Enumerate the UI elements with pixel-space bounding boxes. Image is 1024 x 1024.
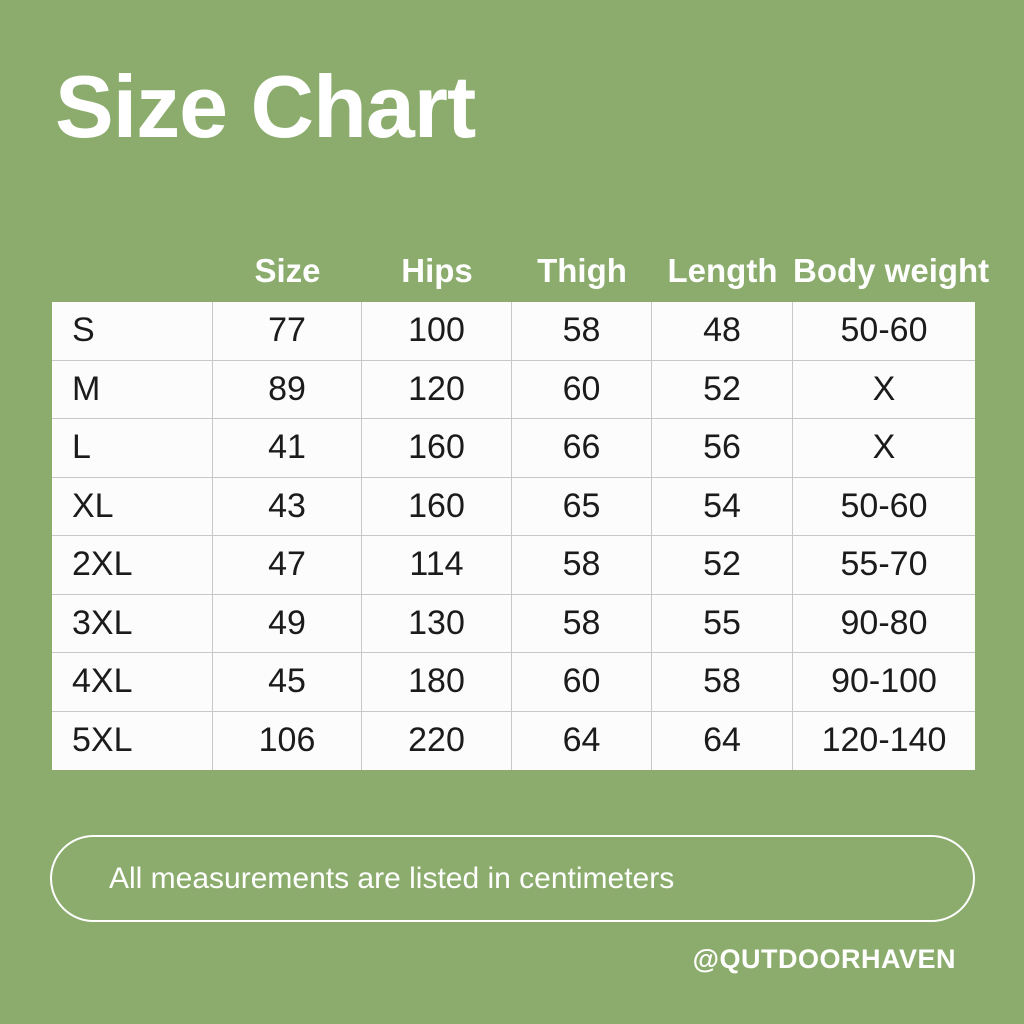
table-row-5xl: 5XL 106 220 64 64 120-140 bbox=[52, 711, 975, 770]
size-chart-table: Size Hips Thigh Length Body weight S 77 … bbox=[52, 240, 990, 770]
measurements-note-text: All measurements are listed in centimete… bbox=[109, 861, 675, 895]
table-cell: 100 bbox=[362, 302, 512, 361]
table-row-4xl: 4XL 45 180 60 58 90-100 bbox=[52, 653, 975, 712]
table-cell: 160 bbox=[362, 477, 512, 536]
table-cell: X bbox=[793, 361, 975, 419]
table-cell: 54 bbox=[652, 477, 793, 536]
table-cell: 50-60 bbox=[793, 302, 975, 361]
table-cell: 55 bbox=[652, 594, 793, 653]
table-row-s: S 77 100 58 48 50-60 bbox=[52, 302, 975, 361]
table-header-row: Size Hips Thigh Length Body weight bbox=[52, 240, 990, 302]
table-cell: 50-60 bbox=[793, 478, 975, 536]
column-header-size: Size bbox=[254, 252, 321, 289]
table-cell: 58 bbox=[512, 594, 652, 653]
table-row-l: L 41 160 66 56 X bbox=[52, 419, 975, 478]
row-label: 4XL bbox=[52, 653, 213, 712]
page-title: Size Chart bbox=[55, 57, 476, 156]
table-cell: 65 bbox=[512, 477, 652, 536]
column-header-body-weight: Body weight bbox=[793, 252, 990, 289]
table-cell: 120 bbox=[362, 360, 512, 419]
table-cell: 77 bbox=[213, 302, 362, 361]
table-cell: 60 bbox=[512, 653, 652, 712]
table-cell: 114 bbox=[362, 536, 512, 595]
table-cell: 64 bbox=[512, 711, 652, 770]
table-cell: 58 bbox=[512, 302, 652, 361]
table-cell: 58 bbox=[512, 536, 652, 595]
table-cell: 52 bbox=[652, 360, 793, 419]
table-cell: 90-100 bbox=[793, 653, 975, 712]
column-header-length: Length bbox=[667, 252, 778, 289]
table-cell: 130 bbox=[362, 594, 512, 653]
row-label: L bbox=[52, 419, 213, 478]
table-row-2xl: 2XL 47 114 58 52 55-70 bbox=[52, 536, 975, 595]
brand-handle: @QUTDOORHAVEN bbox=[692, 944, 956, 974]
table-cell: 120-140 bbox=[821, 721, 947, 760]
table-cell: 49 bbox=[213, 594, 362, 653]
table-cell: 89 bbox=[213, 360, 362, 419]
table-cell: 90-80 bbox=[793, 595, 975, 653]
table-row-m: M 89 120 60 52 X bbox=[52, 360, 975, 419]
column-header-thigh: Thigh bbox=[537, 252, 627, 289]
table-cell: 48 bbox=[652, 302, 793, 361]
table-cell: 41 bbox=[213, 419, 362, 478]
table-cell: 58 bbox=[652, 653, 793, 712]
table-row-xl: XL 43 160 65 54 50-60 bbox=[52, 477, 975, 536]
row-label: 2XL bbox=[52, 536, 213, 595]
row-label: S bbox=[52, 302, 213, 361]
table-cell: X bbox=[793, 419, 975, 478]
column-header-hips: Hips bbox=[401, 252, 473, 289]
table-cell: 220 bbox=[362, 711, 512, 770]
row-label: 3XL bbox=[52, 594, 213, 653]
table-cell: 64 bbox=[652, 711, 793, 770]
table-cell: 66 bbox=[512, 419, 652, 478]
table-cell: 106 bbox=[213, 711, 362, 770]
table-cell: 47 bbox=[213, 536, 362, 595]
table-cell: 180 bbox=[362, 653, 512, 712]
row-label: M bbox=[52, 360, 213, 419]
table-cell: 45 bbox=[213, 653, 362, 712]
table-cell: 160 bbox=[362, 419, 512, 478]
row-label: XL bbox=[52, 477, 213, 536]
table-cell: 52 bbox=[652, 536, 793, 595]
row-label: 5XL bbox=[52, 711, 213, 770]
table-cell: 60 bbox=[512, 360, 652, 419]
table-row-3xl: 3XL 49 130 58 55 90-80 bbox=[52, 594, 975, 653]
table-cell: 43 bbox=[213, 477, 362, 536]
table-cell: 55-70 bbox=[793, 536, 975, 595]
table-body: S 77 100 58 48 50-60 M 89 120 60 52 X L … bbox=[52, 302, 975, 770]
table-cell: 56 bbox=[652, 419, 793, 478]
measurements-note-pill: All measurements are listed in centimete… bbox=[50, 835, 975, 922]
